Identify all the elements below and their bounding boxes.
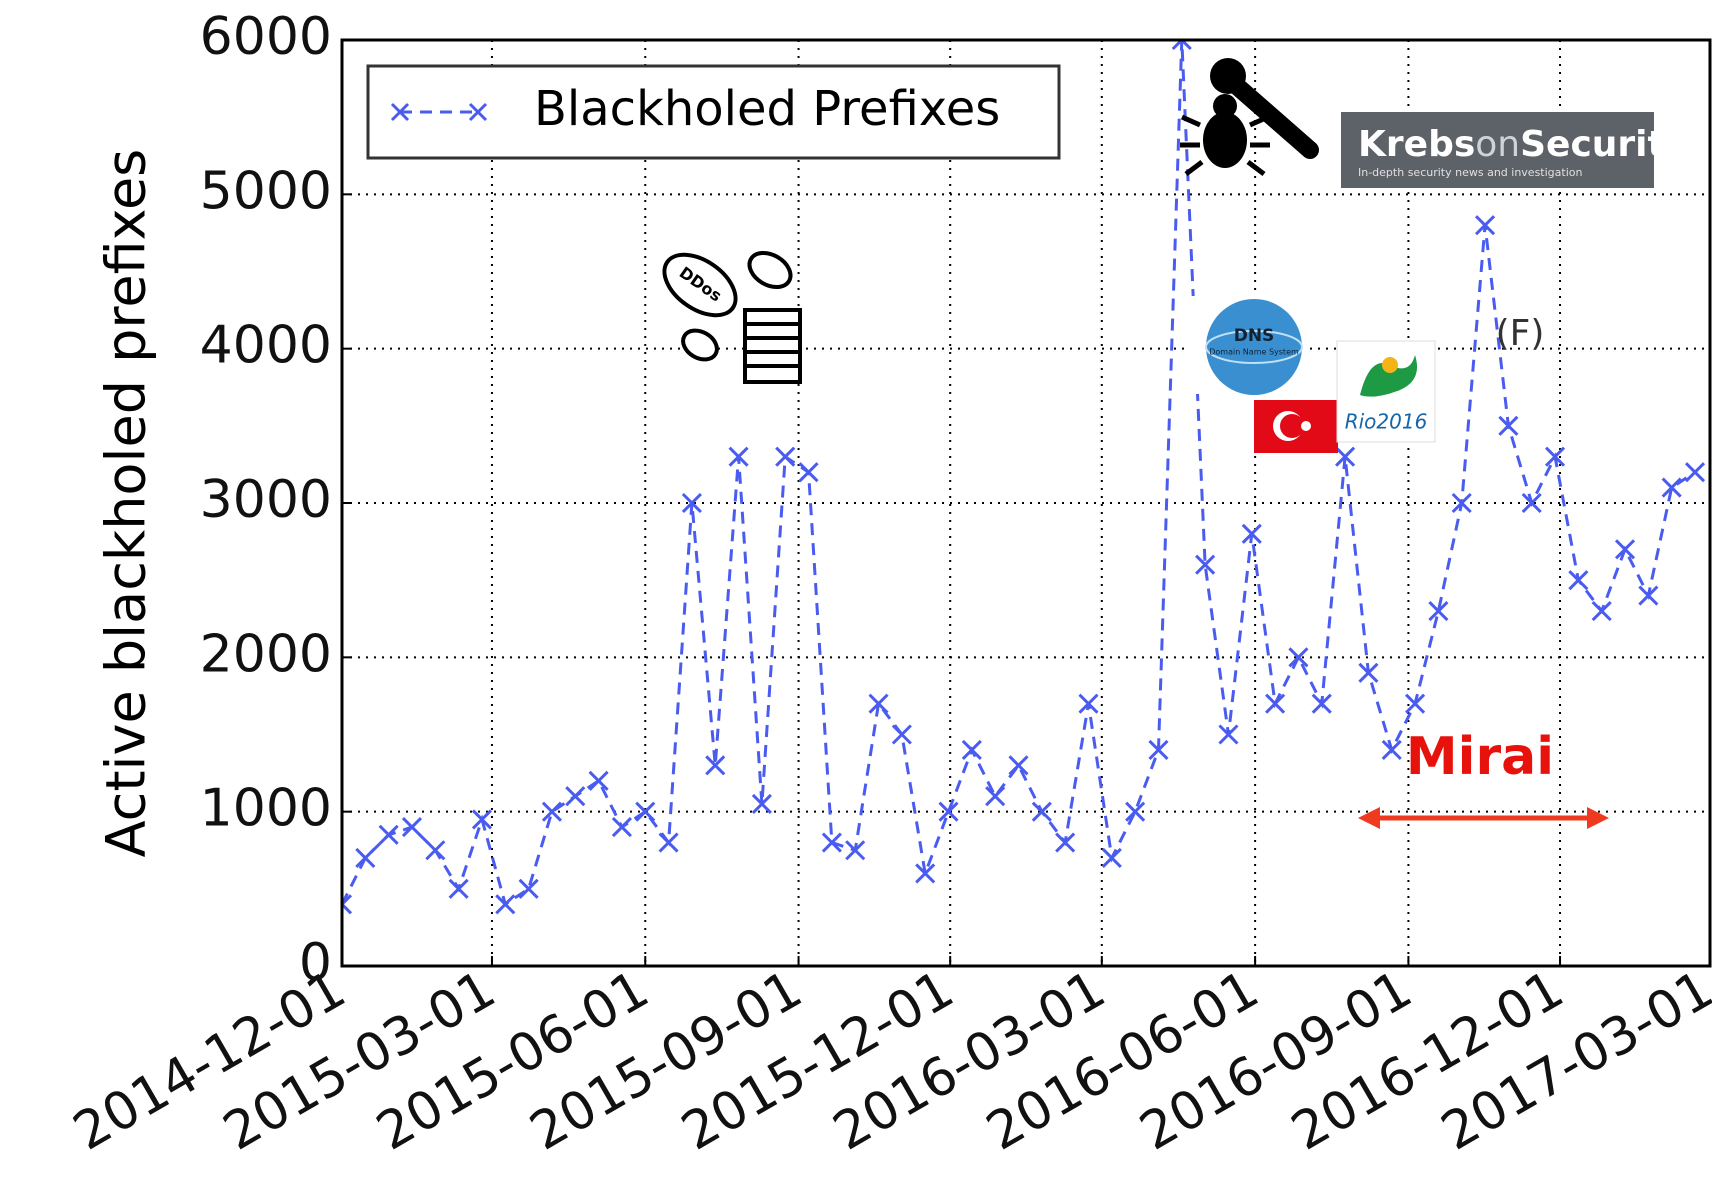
- legend-box: [366, 64, 1061, 160]
- point-marker: [751, 793, 772, 815]
- point-marker: [1218, 724, 1239, 745]
- point-marker: [821, 832, 842, 853]
- point-marker: [1241, 523, 1262, 544]
- point-marker: [1451, 492, 1472, 514]
- point-marker: [1288, 647, 1309, 668]
- y-tick-label: 5000: [200, 161, 332, 221]
- point-marker: [1474, 215, 1496, 236]
- point-marker: [1171, 40, 1192, 51]
- annotation-f: (F): [1496, 313, 1545, 354]
- point-marker: [1148, 739, 1169, 760]
- point-marker: [401, 817, 423, 838]
- krebs-security: Security: [1520, 124, 1688, 165]
- y-tick-label: 0: [299, 933, 332, 993]
- krebs-on: on: [1475, 124, 1520, 165]
- dns-sub: Domain Name System: [1209, 348, 1299, 357]
- point-marker: [1311, 693, 1332, 714]
- legend-marker: [390, 102, 488, 122]
- point-marker: [1125, 801, 1146, 822]
- point-marker: [775, 446, 796, 467]
- y-tick-label: 4000: [200, 316, 332, 376]
- point-marker: [588, 770, 609, 791]
- bug-wrench-icon: [1180, 58, 1319, 176]
- point-marker: [541, 801, 563, 822]
- krebs-tagline: In-depth security news and investigation: [1358, 166, 1582, 179]
- point-marker: [1591, 600, 1612, 622]
- annotation-mirai: Mirai: [1406, 727, 1554, 787]
- point-marker: [1195, 554, 1216, 575]
- point-marker: [658, 832, 679, 853]
- point-marker: [681, 492, 702, 514]
- point-marker: [1358, 662, 1379, 683]
- point-marker: [1078, 693, 1099, 714]
- point-marker: [1265, 693, 1286, 714]
- point-marker: [611, 817, 632, 838]
- point-marker: [1521, 492, 1542, 514]
- krebs-text: KrebsonSecurity: [1358, 124, 1688, 165]
- y-tick-label: 1000: [200, 779, 332, 839]
- point-marker: [915, 863, 936, 884]
- point-marker: [1031, 801, 1052, 822]
- point-marker: [471, 809, 493, 830]
- point-marker: [495, 894, 516, 915]
- point-marker: [845, 840, 866, 861]
- point-marker: [635, 801, 656, 822]
- point-marker: [891, 724, 912, 745]
- point-marker: [1381, 739, 1402, 760]
- point-marker: [1638, 585, 1659, 606]
- y-tick-label: 3000: [200, 470, 332, 530]
- legend: Blackholed Prefixes: [366, 64, 1061, 160]
- dns-label: DNS: [1234, 326, 1275, 346]
- point-marker: [1008, 755, 1029, 776]
- y-axis-label: Active blackholed prefixes: [95, 149, 158, 858]
- point-marker: [1405, 693, 1426, 714]
- point-marker: [378, 824, 399, 845]
- point-marker: [1101, 847, 1122, 869]
- point-marker: [565, 786, 586, 807]
- dns-icon: DNS Domain Name System: [1186, 296, 1306, 395]
- krebs-a: Krebs: [1358, 124, 1475, 165]
- point-marker: [1428, 600, 1449, 622]
- rio-label: Rio2016: [1345, 410, 1428, 434]
- point-marker: [705, 755, 726, 776]
- point-marker: [961, 739, 982, 760]
- point-marker: [938, 801, 959, 822]
- series-line: [342, 40, 1696, 907]
- legend-label: Blackholed Prefixes: [534, 81, 1000, 137]
- point-marker: [798, 462, 819, 483]
- ddos-icon: DDos: [662, 250, 802, 384]
- y-tick-label: 2000: [200, 624, 332, 684]
- point-marker: [355, 847, 376, 869]
- point-marker: [342, 894, 353, 915]
- point-marker: [448, 878, 469, 899]
- point-marker: [1614, 539, 1636, 560]
- point-marker: [1661, 477, 1682, 498]
- krebs-logo: KrebsonSecurity In-depth security news a…: [1341, 112, 1688, 188]
- mirai-arrow: [1358, 807, 1609, 829]
- point-marker: [1544, 446, 1566, 467]
- series: [342, 40, 1706, 915]
- point-marker: [1055, 832, 1076, 853]
- rio-logo: Rio2016: [1336, 340, 1436, 443]
- point-marker: [1568, 570, 1589, 591]
- point-marker: [1684, 462, 1706, 483]
- point-marker: [1498, 415, 1519, 436]
- point-marker: [868, 693, 889, 714]
- y-tick-label: 6000: [200, 7, 332, 67]
- point-marker: [728, 446, 749, 467]
- turkey-flag: [1254, 400, 1338, 453]
- point-marker: [985, 786, 1006, 807]
- point-marker: [425, 840, 446, 861]
- point-marker: [518, 878, 539, 899]
- point-marker: [1335, 446, 1356, 467]
